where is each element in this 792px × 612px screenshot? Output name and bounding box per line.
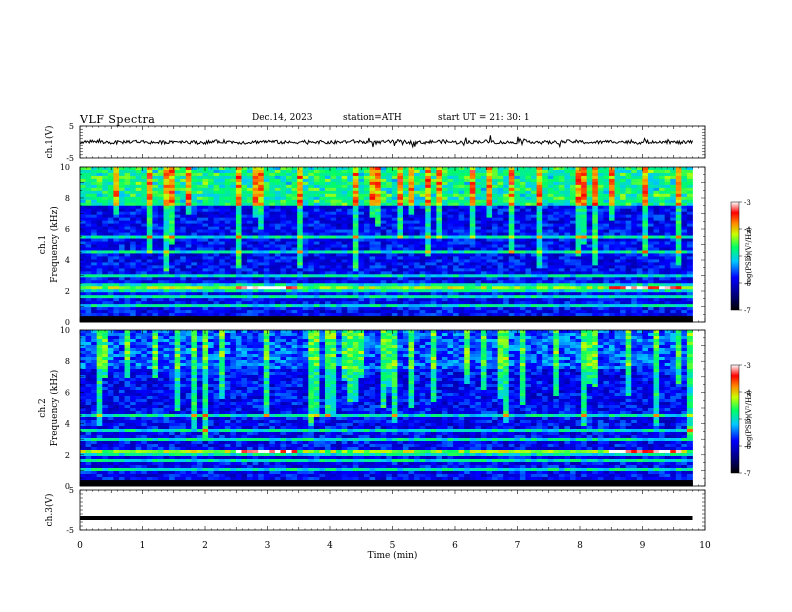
ch1-spectrogram-channel-label: ch.1 — [38, 235, 48, 254]
x-tick-label: 0 — [77, 541, 83, 551]
ch2-spectrogram — [80, 330, 693, 487]
x-axis-label: Time (min) — [368, 550, 418, 561]
ch1-spectrogram-colorbar — [730, 201, 740, 311]
ch1-waveform-y-tick-label: 5 — [69, 122, 74, 131]
ch1-spectrogram — [80, 167, 693, 323]
x-tick-label: 4 — [327, 541, 333, 551]
ch3-waveform-y-tick-label: 5 — [69, 486, 74, 495]
ch1-spectrogram-colorbar-tick-label: -3 — [744, 199, 751, 207]
x-tick-label: 7 — [515, 541, 521, 551]
ch1-spectrogram-y-tick-label: 2 — [65, 287, 70, 296]
x-tick-label: 5 — [390, 541, 396, 551]
ch1-spectrogram-y-tick-label: 4 — [65, 256, 70, 265]
ch2-spectrogram-colorbar-tick-label: -3 — [744, 362, 751, 370]
ch2-spectrogram-y-tick-label: 6 — [65, 388, 70, 397]
ch2-spectrogram-y-tick-label: 0 — [65, 482, 70, 491]
ch1-spectrogram-y-tick-label: 6 — [65, 225, 70, 234]
x-tick-label: 3 — [265, 541, 271, 551]
ch1-spectrogram-y-tick-label: 0 — [65, 318, 70, 327]
x-tick-label: 2 — [202, 541, 208, 551]
w3-frame — [79, 489, 706, 531]
ch1-spectrogram-colorbar-label: log(PSD)(V²/Hz) — [745, 227, 753, 284]
ch1-spectrogram-colorbar-tick-label: -6 — [744, 280, 751, 288]
ch1-waveform-line — [79, 135, 693, 149]
ch2-spectrogram-y-tick-label: 2 — [65, 451, 70, 460]
ch2-spectrogram-colorbar-tick-label: -7 — [744, 470, 751, 478]
ch1-waveform-y-tick-label: -5 — [66, 154, 74, 163]
ch1-spectrogram-colorbar-tick-label: -7 — [744, 307, 751, 315]
ch1-waveform-y-axis-label: ch.1(V) — [44, 126, 55, 159]
ch1-spectrogram-colorbar-tick-label: -5 — [744, 253, 751, 261]
ch1-spectrogram-y-tick-label: 10 — [60, 163, 70, 172]
ch2-spectrogram-colorbar — [730, 364, 740, 474]
ch2-spectrogram-colorbar-tick-label: -6 — [744, 443, 751, 451]
x-tick-label: 1 — [140, 541, 146, 551]
x-tick-label: 9 — [640, 541, 646, 551]
x-tick-label: 6 — [452, 541, 458, 551]
ch1-spectrogram-y-axis-label: Frequency (kHz) — [49, 206, 60, 283]
chart-title: VLF Spectra — [80, 113, 156, 126]
ch2-spectrogram-y-tick-label: 10 — [60, 326, 70, 335]
ch2-spectrogram-colorbar-tick-label: -4 — [744, 389, 751, 397]
x-tick-label: 8 — [577, 541, 583, 551]
date-label: Dec.14, 2023 — [252, 113, 313, 123]
ch2-spectrogram-channel-label: ch.2 — [38, 398, 48, 417]
ch2-spectrogram-colorbar-label: log(PSD)(V²/Hz) — [745, 390, 753, 447]
ch1-spectrogram-y-tick-label: 8 — [65, 194, 70, 203]
ch1-spectrogram-colorbar-tick-label: -4 — [744, 226, 751, 234]
ch2-spectrogram-y-tick-label: 4 — [65, 420, 70, 429]
x-tick-label: 10 — [699, 541, 711, 551]
ch2-spectrogram-y-axis-label: Frequency (kHz) — [49, 370, 60, 447]
ch3-waveform-y-axis-label: ch.3(V) — [44, 494, 55, 527]
ch2-spectrogram-colorbar-tick-label: -5 — [744, 416, 751, 424]
station-label: station=ATH — [343, 113, 402, 123]
ch2-spectrogram-y-tick-label: 8 — [65, 357, 70, 366]
start-time-label: start UT = 21: 30: 1 — [438, 113, 530, 123]
ch3-waveform-y-tick-label: -5 — [66, 526, 74, 535]
